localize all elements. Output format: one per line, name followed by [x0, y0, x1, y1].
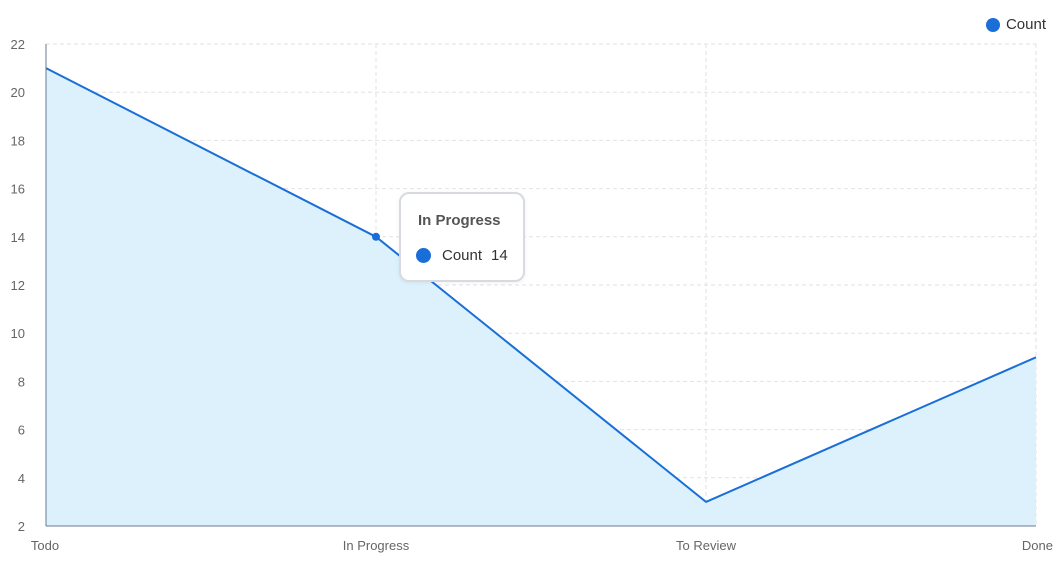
- tooltip-title: In Progress: [418, 212, 501, 229]
- tooltip-row: Count 14: [416, 247, 508, 264]
- legend-count-swatch: [985, 17, 1000, 32]
- y-tick-label: 8: [18, 374, 25, 389]
- y-tick-label: 22: [11, 37, 25, 52]
- y-tick-label: 12: [11, 278, 25, 293]
- series-count-point-highlight: [372, 232, 380, 241]
- x-tick-label: Done: [1022, 538, 1053, 553]
- legend[interactable]: Count: [985, 16, 1046, 33]
- legend-count-label: Count: [1005, 16, 1046, 33]
- y-tick-label: 2: [18, 519, 25, 534]
- x-tick-label: Todo: [31, 538, 59, 553]
- y-tick-label: 14: [11, 230, 25, 245]
- x-tick-label: To Review: [676, 538, 737, 553]
- y-tick-label: 16: [11, 182, 25, 197]
- tooltip: In Progress Count 14: [399, 192, 525, 282]
- tooltip-value: 14: [491, 247, 508, 264]
- y-tick-label: 6: [18, 423, 25, 438]
- tooltip-series-name: Count: [442, 247, 483, 264]
- series-count-line: [45, 67, 1037, 503]
- y-tick-label: 10: [11, 326, 25, 341]
- y-tick-label: 20: [11, 85, 25, 100]
- x-tick-label: In Progress: [343, 538, 410, 553]
- tooltip-series-swatch: [416, 248, 431, 263]
- y-tick-label: 18: [11, 133, 25, 148]
- y-tick-label: 4: [18, 471, 25, 486]
- series-count-area: [46, 68, 1036, 526]
